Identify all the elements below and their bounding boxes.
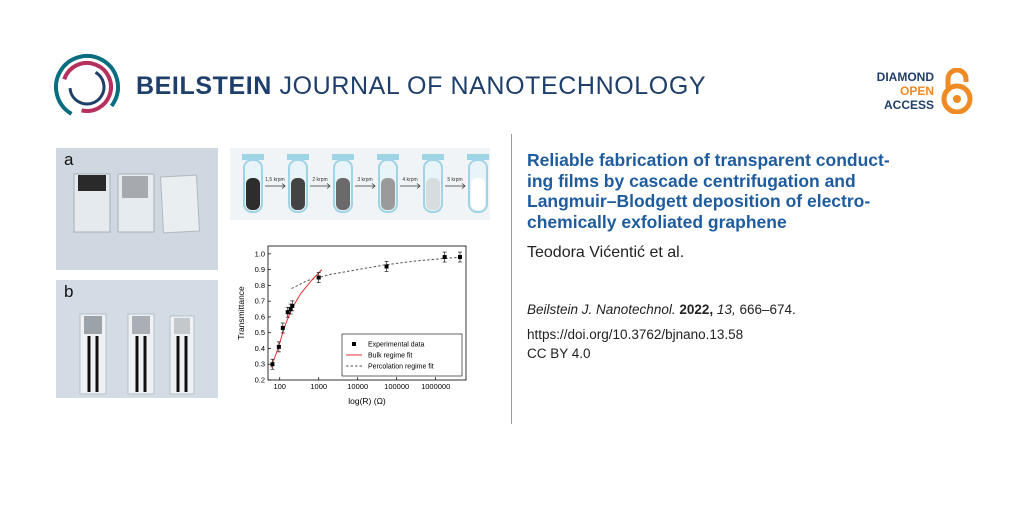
journal-name-rest: JOURNAL OF NANOTECHNOLOGY — [271, 72, 707, 100]
series-percolation-fit — [291, 256, 463, 290]
vial-arrowhead — [281, 183, 286, 189]
citation-pages: 666–674. — [739, 302, 796, 317]
panel-label-b: b — [64, 282, 74, 301]
oa-line-access: ACCESS — [883, 98, 934, 112]
title-line-3: Langmuir–Blodgett deposition of electro- — [527, 191, 871, 211]
oa-line-open: OPEN — [899, 84, 934, 98]
vial-liquid — [471, 178, 485, 210]
y-tick-label: 0.8 — [255, 281, 265, 290]
x-tick-label: 100000 — [384, 382, 409, 391]
data-point — [384, 264, 389, 269]
y-tick-label: 0.5 — [255, 328, 265, 337]
title-line-4: chemically exfoliated graphene — [527, 211, 787, 232]
data-point — [288, 307, 293, 312]
vial-cap — [242, 154, 264, 160]
transmittance-chart: 0.2 0.3 0.4 0.5 0.6 0.7 0.8 0.9 1.0 100 1000 10000 1… — [236, 245, 467, 406]
legend-entry: Bulk regime fit — [368, 353, 412, 360]
photo-panel-b: b — [56, 280, 218, 398]
vial-liquid — [246, 178, 260, 210]
citation-volume: 13, — [716, 302, 736, 317]
vial-arrowhead — [326, 183, 331, 189]
y-tick-label: 0.3 — [255, 360, 265, 369]
y-tick-label: 1.0 — [255, 249, 265, 258]
title-line-1: Reliable fabrication of transparent cond… — [527, 150, 890, 170]
legend-entry: Experimental data — [368, 342, 425, 349]
photo-panel-a: a — [56, 148, 218, 270]
legend-marker-experimental — [352, 342, 356, 346]
vial-liquid — [426, 178, 440, 210]
vial-speed-label: 5 krpm — [447, 177, 462, 183]
oa-text: DIAMOND OPEN ACCESS — [877, 70, 934, 112]
series-bulk-fit — [270, 269, 323, 368]
electrode-samples-illustration — [79, 313, 195, 395]
glass-slides-illustration — [73, 173, 200, 234]
data-point — [270, 362, 275, 367]
legend-entry: Percolation regime fit — [368, 364, 434, 371]
vial-cap — [377, 154, 399, 160]
doi-link[interactable]: https://doi.org/10.3762/bjnano.13.58 — [527, 327, 744, 342]
x-tick-label: 1000 — [310, 382, 327, 391]
vial-cap — [467, 154, 489, 160]
vial-cap — [332, 154, 354, 160]
y-tick-label: 0.7 — [255, 297, 265, 306]
y-tick-label: 0.2 — [255, 376, 265, 385]
citation-year: 2022, — [679, 302, 714, 317]
vial-speed-label: 2 krpm — [312, 177, 327, 183]
data-point — [276, 344, 281, 349]
journal-name-bold: BEILSTEIN — [136, 72, 272, 100]
x-tick-label: 1000000 — [421, 382, 450, 391]
data-point — [290, 303, 295, 308]
journal-name[interactable]: BEILSTEIN JOURNAL OF NANOTECHNOLOGY — [136, 72, 706, 101]
vial-liquid — [381, 178, 395, 210]
x-tick-label: 10000 — [347, 382, 368, 391]
y-tick-label: 0.4 — [255, 344, 265, 353]
journal-logo-icon — [54, 54, 120, 120]
vial-cap — [287, 154, 309, 160]
vial-speed-label: 1,5 krpm — [265, 177, 284, 183]
vertical-divider — [511, 134, 512, 424]
data-point — [442, 255, 447, 260]
y-axis-label: Transmittance — [236, 286, 246, 340]
citation: Beilstein J. Nanotechnol. 2022, 13, 666–… — [527, 302, 796, 317]
vial-arrowhead — [461, 183, 466, 189]
centrifuge-vials-panel: 1,5 krpm 2 krpm 3 krpm 4 krpm 5 krpm — [230, 148, 490, 220]
data-point — [457, 255, 462, 260]
vial-liquid — [291, 178, 305, 210]
vial-arrowhead — [371, 183, 376, 189]
vial-liquid — [336, 178, 350, 210]
title-line-2: ing films by cascade centrifugation and — [527, 170, 856, 191]
y-tick-label: 0.6 — [255, 312, 265, 321]
vial-speed-label: 3 krpm — [357, 177, 372, 183]
citation-journal: Beilstein J. Nanotechnol. — [527, 302, 676, 317]
open-lock-icon — [941, 68, 973, 114]
plot-frame — [267, 245, 467, 381]
x-tick-label: 100 — [273, 382, 286, 391]
license-text: CC BY 4.0 — [527, 346, 591, 361]
y-tick-label: 0.9 — [255, 265, 265, 274]
data-point — [280, 325, 285, 330]
article-authors: Teodora Vićentić et al. — [527, 244, 685, 261]
panel-label-a: a — [64, 150, 74, 169]
vial-cap — [422, 154, 444, 160]
article-title[interactable]: Reliable fabrication of transparent cond… — [527, 150, 997, 232]
data-point — [316, 275, 321, 280]
x-axis-label: log(R) (Ω) — [348, 396, 386, 406]
vial-arrowhead — [416, 183, 421, 189]
data-point — [285, 310, 290, 315]
diamond-open-access-badge[interactable]: DIAMOND OPEN ACCESS — [858, 68, 978, 116]
vials-svg: 1,5 krpm 2 krpm 3 krpm 4 krpm 5 krpm — [242, 154, 489, 213]
vial-speed-label: 4 krpm — [402, 177, 417, 183]
oa-line-diamond: DIAMOND — [876, 70, 934, 84]
